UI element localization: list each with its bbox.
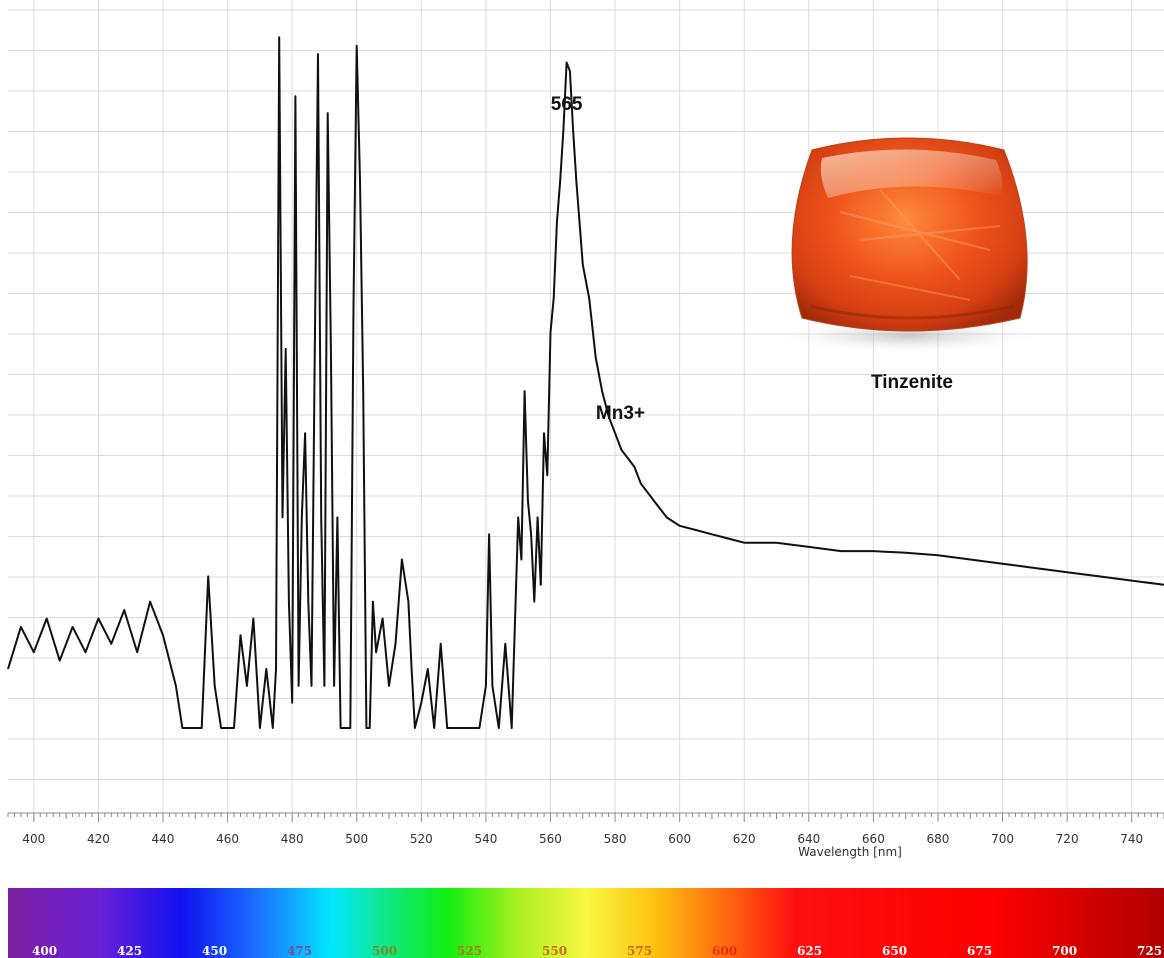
x-tick-label: 440: [152, 832, 175, 846]
x-tick-label: 720: [1056, 832, 1079, 846]
x-tick-label: 640: [797, 832, 820, 846]
spectrum-label: 500: [372, 944, 397, 958]
spectrum-label: 525: [457, 944, 482, 958]
x-tick-label: 400: [22, 832, 45, 846]
x-tick-label: 460: [216, 832, 239, 846]
spectrum-label: 400: [32, 944, 57, 958]
spectrum-labels: 400 425 450 475 500 525 550 575 600 625 650 675 700 7…: [32, 944, 1162, 958]
x-tick-label: 600: [668, 832, 691, 846]
x-tick-label: 700: [991, 832, 1014, 846]
x-tick-label: 660: [862, 832, 885, 846]
grid: [8, 0, 1164, 813]
spectrum-label: 550: [542, 944, 567, 958]
x-tick-label: 480: [281, 832, 304, 846]
series-layer: [7, 36, 1164, 729]
spectrum-label: 575: [627, 944, 652, 958]
spectrum-label: 475: [287, 944, 312, 958]
x-tick-label: 680: [927, 832, 950, 846]
x-tick-label: 580: [604, 832, 627, 846]
x-axis-title: Wavelength [nm]: [798, 845, 902, 859]
spectrum-line: [7, 36, 1164, 729]
spectrum-label: 675: [967, 944, 992, 958]
x-tick-label: 500: [345, 832, 368, 846]
inset-label: Tinzenite: [871, 372, 953, 393]
visible-spectrum-strip: [8, 888, 1164, 958]
spectrum-label: 725: [1137, 944, 1162, 958]
spectrum-label: 650: [882, 944, 907, 958]
spectrum-label: 600: [712, 944, 737, 958]
spectrum-label: 425: [117, 944, 142, 958]
x-tick-label: 540: [474, 832, 497, 846]
spectrum-label: 700: [1052, 944, 1077, 958]
peak-annotation: 565: [551, 94, 583, 115]
x-tick-label: 420: [87, 832, 110, 846]
spectrum-label: 450: [202, 944, 227, 958]
x-tick-label: 620: [733, 832, 756, 846]
mn3-annotation: Mn3+: [596, 403, 645, 424]
spectrum-label: 625: [797, 944, 822, 958]
x-axis: 400 420 440 460 480 500 520 540 560 580 600 620 640 6…: [7, 812, 1164, 846]
x-tick-label: 740: [1120, 832, 1143, 846]
tinzenite-gem-image: [768, 137, 1048, 354]
x-tick-label: 560: [539, 832, 562, 846]
x-tick-label: 520: [410, 832, 433, 846]
